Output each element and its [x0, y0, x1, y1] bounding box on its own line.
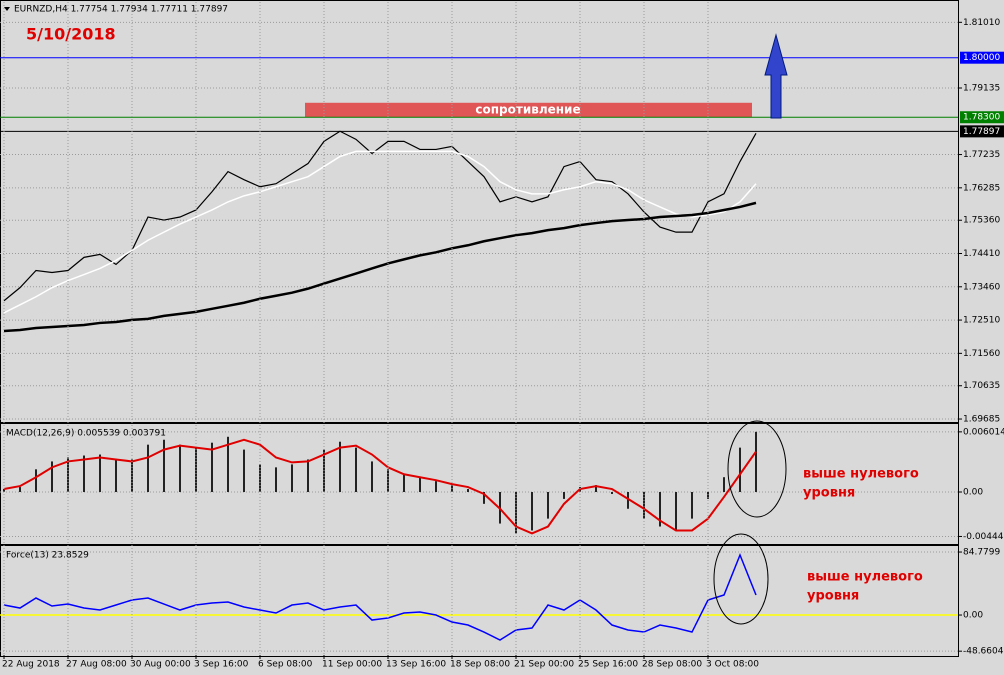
x-tick-label: 21 Sep 00:00	[514, 660, 574, 670]
y-tick-label: 1.77235	[963, 150, 1000, 160]
x-tick-label: 27 Aug 08:00	[66, 660, 127, 670]
series-line	[3, 553, 757, 641]
histogram-bar	[675, 492, 677, 531]
y-tick-label: 0.00	[963, 488, 983, 498]
price-level-label: 1.80000	[963, 53, 1000, 63]
resistance-zone	[305, 102, 752, 118]
histogram-bar	[371, 461, 373, 492]
histogram-bar	[179, 444, 181, 492]
histogram-bar	[739, 447, 741, 492]
histogram-bar	[723, 477, 725, 492]
price-level-label: 1.78300	[963, 113, 1000, 123]
y-tick-label: 0.00	[963, 611, 983, 621]
y-tick-label: 1.72510	[963, 316, 1000, 326]
histogram-bar	[243, 449, 245, 492]
x-tick-label: 25 Sep 16:00	[578, 660, 638, 670]
panel-title: Force(13) 23.8529	[6, 551, 89, 561]
y-tick-label: 84.7799	[963, 548, 1000, 558]
histogram-bar	[275, 467, 277, 492]
x-tick-label: 6 Sep 08:00	[258, 660, 313, 670]
highlight-ellipse	[713, 533, 769, 625]
histogram-bar	[627, 492, 629, 509]
price-level-box	[960, 125, 1004, 138]
histogram-bar	[691, 492, 693, 519]
y-tick-label: 1.71560	[963, 349, 1000, 359]
histogram-bar	[531, 492, 533, 531]
histogram-bar	[131, 459, 133, 492]
histogram-bar	[99, 454, 101, 492]
series-line	[3, 201, 757, 333]
histogram-bar	[435, 481, 437, 492]
annotation: уровня	[803, 486, 855, 501]
histogram-bar	[3, 489, 5, 492]
histogram-bar	[35, 469, 37, 492]
histogram-bar	[563, 492, 565, 499]
x-tick-label: 13 Sep 16:00	[386, 660, 446, 670]
y-tick-label: 1.74410	[963, 249, 1000, 259]
histogram-bar	[755, 431, 757, 492]
histogram-bar	[355, 447, 357, 492]
histogram-bar	[483, 492, 485, 504]
x-tick-label: 18 Sep 08:00	[450, 660, 510, 670]
y-tick-label: 1.75360	[963, 216, 1000, 226]
price-level-box	[960, 111, 1004, 124]
histogram-bar	[83, 455, 85, 492]
histogram-bar	[227, 436, 229, 492]
histogram-bar	[307, 459, 309, 492]
y-tick-label: -48.6604	[963, 647, 1004, 657]
y-tick-label: 1.81010	[963, 18, 1000, 28]
histogram-bar	[67, 457, 69, 492]
y-tick-label: -0.004446	[963, 532, 1004, 542]
y-tick-label: 0.006014	[963, 427, 1004, 437]
y-tick-label: 1.70635	[963, 381, 1000, 391]
highlight-ellipse	[727, 420, 787, 518]
y-tick-label: 1.79135	[963, 83, 1000, 93]
histogram-bar	[259, 464, 261, 492]
price-level-label: 1.77897	[963, 127, 1000, 137]
date-annotation: 5/10/2018	[26, 25, 116, 44]
histogram-bar	[387, 469, 389, 492]
series-line	[3, 150, 757, 314]
frame	[0, 0, 959, 657]
annotation: выше нулевого	[803, 467, 919, 482]
x-tick-label: 30 Aug 00:00	[130, 660, 191, 670]
histogram-bar	[147, 444, 149, 492]
price-level-box	[960, 51, 1004, 64]
x-tick-label: 22 Aug 2018	[2, 660, 60, 670]
annotation: уровня	[807, 589, 859, 604]
header: EURNZD,H4 1.77754 1.77934 1.77711 1.7789…	[14, 5, 228, 15]
histogram-bar	[547, 492, 549, 519]
x-tick-label: 11 Sep 00:00	[322, 660, 382, 670]
histogram-bar	[339, 441, 341, 492]
series-line	[3, 438, 757, 535]
annotation: выше нулевого	[807, 570, 923, 585]
histogram-bar	[419, 477, 421, 492]
panel-title: MACD(12,26,9) 0.005539 0.003791	[6, 429, 166, 439]
x-tick-label: 3 Sep 16:00	[194, 660, 249, 670]
histogram-bar	[115, 459, 117, 492]
zone-label: сопротивление	[475, 103, 580, 117]
histogram-bar	[595, 485, 597, 492]
y-tick-label: 1.73460	[963, 282, 1000, 292]
histogram-bar	[403, 474, 405, 492]
menu-triangle	[4, 7, 10, 11]
histogram-bar	[163, 439, 165, 492]
histogram-bar	[291, 464, 293, 492]
x-tick-label: 3 Oct 08:00	[706, 660, 759, 670]
histogram-bar	[211, 442, 213, 492]
histogram-bar	[19, 487, 21, 492]
x-tick-label: 28 Sep 08:00	[642, 660, 702, 670]
y-tick-label: 1.76285	[963, 183, 1000, 193]
y-tick-label: 1.69685	[963, 415, 1000, 425]
histogram-bar	[467, 489, 469, 492]
histogram-bar	[643, 492, 645, 519]
histogram-bar	[707, 492, 709, 499]
histogram-bar	[611, 492, 613, 494]
histogram-bar	[51, 461, 53, 492]
histogram-bar	[195, 447, 197, 492]
histogram-bar	[659, 492, 661, 527]
up-arrow	[764, 33, 788, 119]
